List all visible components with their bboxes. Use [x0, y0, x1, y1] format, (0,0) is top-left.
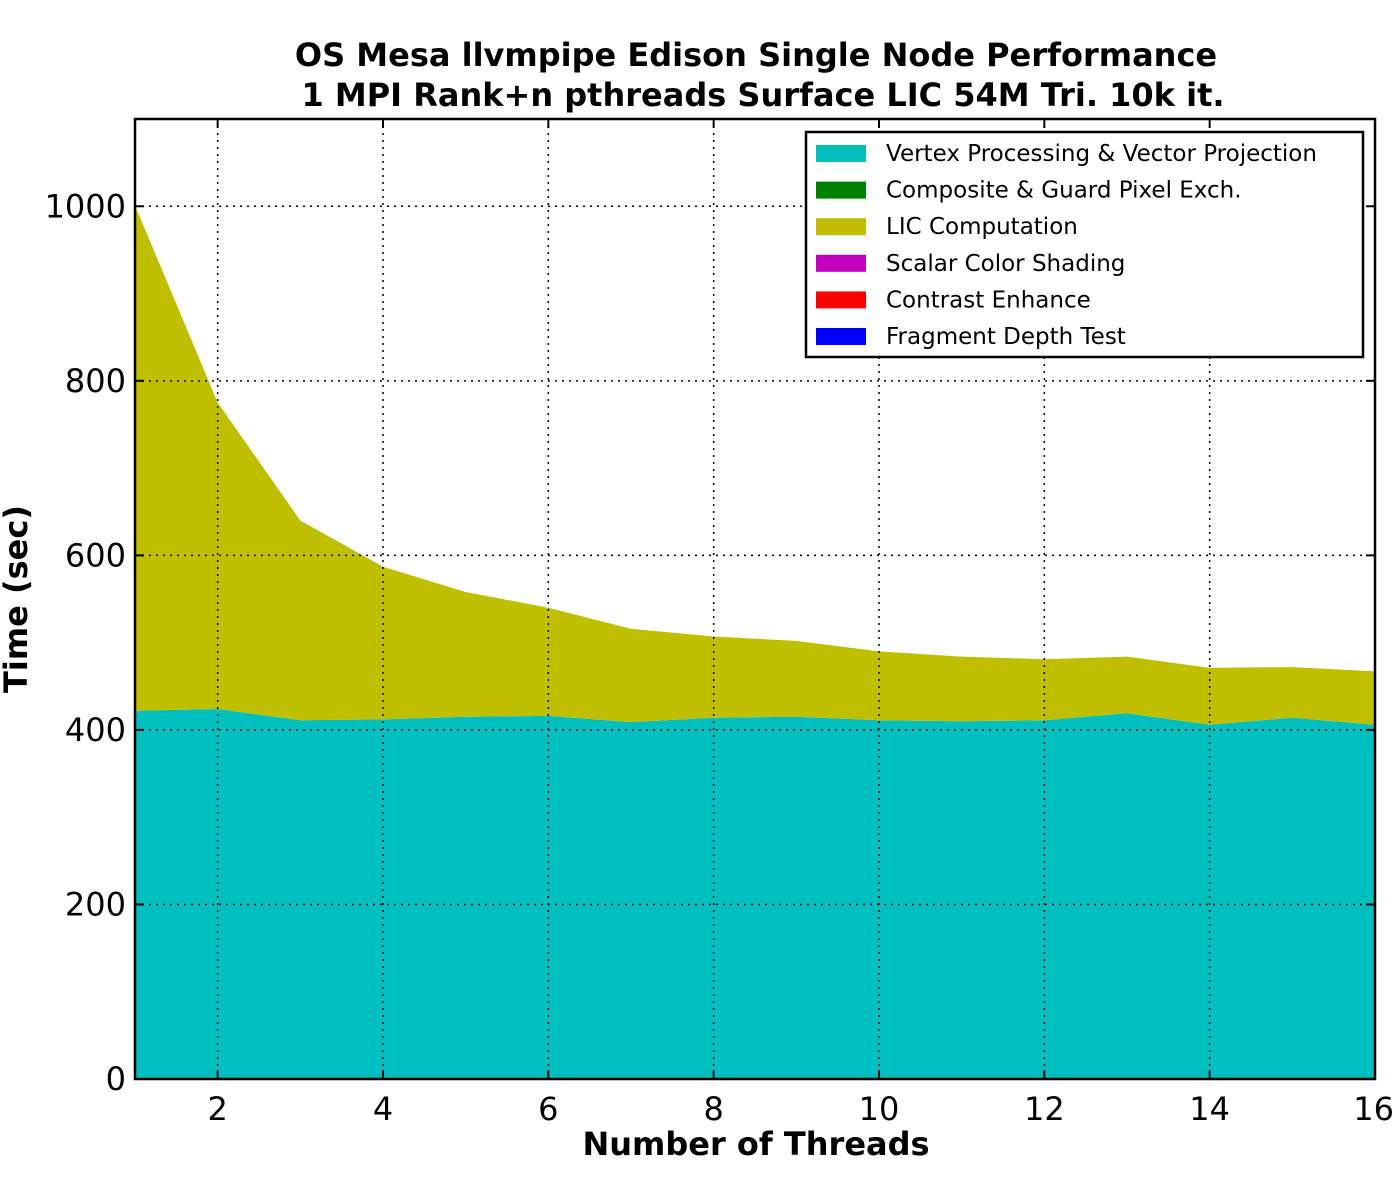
legend-label-scalar-color-shading: Scalar Color Shading — [886, 251, 1125, 277]
y-tick-labels: 0 200 400 600 800 1000 — [45, 187, 126, 1098]
x-tick-label-16: 16 — [1353, 1090, 1394, 1128]
tick-marks — [135, 119, 1376, 1080]
y-tick-label-600: 600 — [65, 536, 126, 574]
legend-label-contrast-enhance: Contrast Enhance — [886, 287, 1091, 313]
legend-swatch-fragment-depth-test — [816, 328, 866, 345]
legend: Vertex Processing & Vector Projection Com… — [804, 130, 1365, 359]
y-tick-label-800: 800 — [65, 362, 126, 400]
x-tick-label-12: 12 — [1024, 1090, 1065, 1128]
x-tick-label-4: 4 — [373, 1090, 393, 1128]
legend-label-vertex-processing-vector-projection: Vertex Processing & Vector Projection — [886, 141, 1317, 167]
y-axis-label: Time (sec) — [0, 505, 35, 693]
area-vertex-processing-vector-projection — [135, 709, 1375, 1079]
chart-title-line-1: OS Mesa llvmpipe Edison Single Node Perf… — [295, 36, 1217, 74]
x-tick-label-2: 2 — [207, 1090, 227, 1128]
x-tick-label-10: 10 — [859, 1090, 900, 1128]
x-tick-label-14: 14 — [1189, 1090, 1230, 1128]
y-tick-label-400: 400 — [65, 711, 126, 749]
legend-label-fragment-depth-test: Fragment Depth Test — [886, 324, 1126, 350]
plot-frame — [133, 117, 1377, 1081]
y-tick-label-200: 200 — [65, 885, 126, 923]
area-lic-computation — [135, 205, 1375, 725]
legend-swatch-composite-guard-pixel-exch — [816, 181, 866, 199]
x-tick-label-6: 6 — [538, 1090, 558, 1128]
x-tick-label-8: 8 — [703, 1090, 723, 1128]
y-tick-label-1000: 1000 — [45, 187, 126, 225]
y-tick-label-0: 0 — [106, 1060, 126, 1098]
legend-swatch-vertex-processing-vector-projection — [816, 145, 866, 162]
legend-frame — [804, 130, 1365, 359]
area-series-group — [135, 205, 1375, 1079]
x-tick-labels: 2 4 6 8 10 12 14 16 — [207, 1090, 1394, 1128]
legend-swatch-lic-computation — [816, 218, 866, 236]
x-axis-label: Number of Threads — [582, 1125, 929, 1163]
legend-swatch-scalar-color-shading — [816, 254, 866, 272]
chart-title-line-2: 1 MPI Rank+n pthreads Surface LIC 54M Tr… — [301, 76, 1224, 114]
grid-lines — [135, 119, 1375, 1079]
legend-swatch-contrast-enhance — [816, 291, 866, 309]
legend-label-lic-computation: LIC Computation — [886, 214, 1078, 240]
legend-label-composite-guard-pixel-exch: Composite & Guard Pixel Exch. — [886, 178, 1242, 204]
